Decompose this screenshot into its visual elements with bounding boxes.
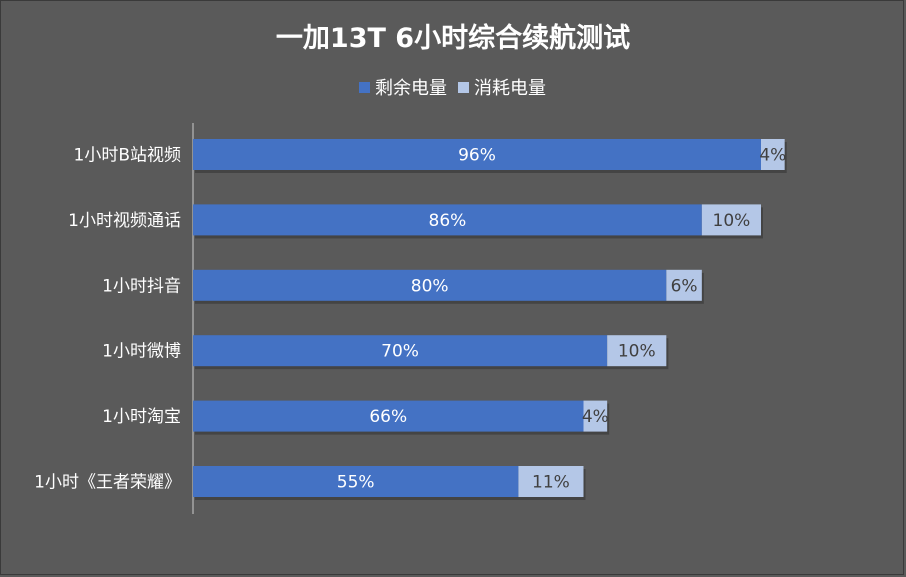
data-label-1-1: 10% (713, 211, 751, 231)
plot-area: 1小时B站视频 96% 4% 1小时视频通话 86% 10% 1小时抖音 80% 6% 1小时微博… (34, 123, 787, 514)
data-label-1-3: 10% (618, 342, 656, 362)
bar-1-1 (701, 204, 761, 236)
data-label-1-5: 11% (532, 473, 570, 493)
data-label-0-4: 66% (369, 407, 407, 427)
data-label-0-3: 70% (381, 342, 419, 362)
legend-swatch-0 (359, 82, 370, 93)
data-label-1-2: 6% (671, 276, 698, 296)
bar-0-5 (193, 466, 519, 497)
category-label-1: 1小时视频通话 (68, 211, 181, 231)
bar-0-4 (193, 400, 584, 432)
bar-1-3 (607, 335, 667, 367)
category-label-5: 1小时《王者荣耀》 (34, 473, 181, 493)
data-label-0-1: 86% (429, 211, 467, 231)
legend-label-0: 剩余电量 (375, 78, 447, 99)
category-label-3: 1小时微博 (102, 342, 181, 362)
bar-1-4 (583, 400, 608, 432)
legend-label-1: 消耗电量 (474, 78, 546, 99)
bar-0-3 (193, 335, 608, 367)
category-label-0: 1小时B站视频 (74, 146, 181, 166)
data-label-1-4: 4% (582, 407, 609, 427)
category-label-2: 1小时抖音 (102, 276, 181, 296)
data-label-0-2: 80% (411, 276, 449, 296)
data-label-1-0: 4% (759, 146, 786, 166)
legend-swatch-1 (458, 82, 469, 93)
data-label-0-0: 96% (458, 146, 496, 166)
legend: 剩余电量 消耗电量 (359, 78, 546, 99)
chart-title: 一加13T 6小时综合续航测试 (276, 22, 630, 54)
bar-1-5 (518, 466, 584, 497)
category-label-4: 1小时淘宝 (102, 407, 181, 427)
bar-0-0 (193, 139, 761, 170)
bar-1-0 (761, 139, 785, 170)
bar-0-2 (193, 269, 667, 301)
data-label-0-5: 55% (337, 473, 375, 493)
bar-0-1 (193, 204, 702, 236)
bar-1-2 (666, 269, 702, 301)
